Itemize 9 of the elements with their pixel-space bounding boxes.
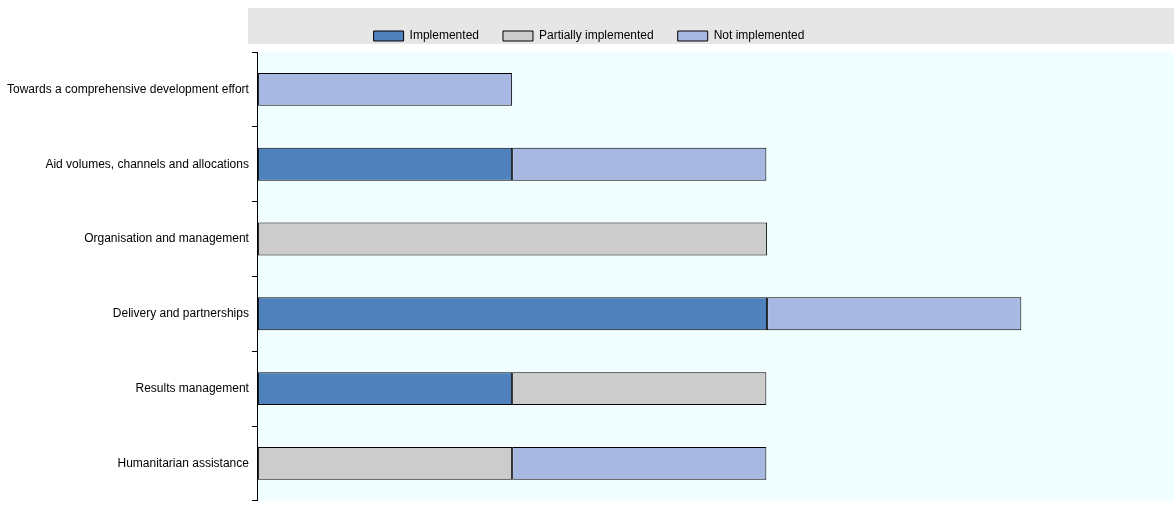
legend-label: Implemented (409, 28, 479, 43)
y-tick-label: Humanitarian assistance (117, 455, 250, 470)
y-tick-label: Aid volumes, channels and allocations (45, 156, 249, 171)
legend-label: Not implemented (713, 28, 805, 43)
y-tick-label: Results management (135, 380, 250, 395)
y-tick-label: Delivery and partnerships (112, 306, 249, 321)
legend-label: Partially implemented (538, 28, 654, 43)
y-tick-label: Towards a comprehensive development effort (6, 81, 250, 96)
y-tick-label: Organisation and management (84, 231, 250, 246)
